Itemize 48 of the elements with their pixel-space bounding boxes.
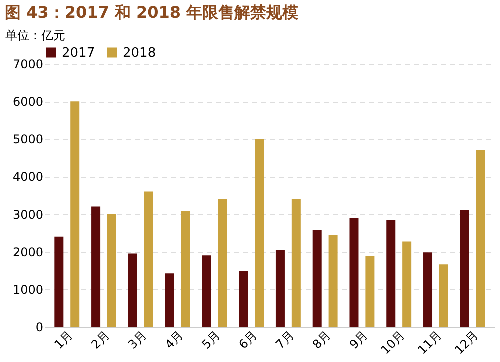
x-tick-label: 1月 <box>52 328 76 352</box>
x-tick-label: 5月 <box>199 328 224 352</box>
bar <box>350 218 359 327</box>
chart-title: 图 43：2017 和 2018 年限售解禁规模 <box>5 3 299 22</box>
bar <box>181 211 190 327</box>
legend-label: 2018 <box>123 46 156 61</box>
x-tick-label: 6月 <box>236 328 260 352</box>
bar <box>439 264 448 327</box>
x-tick-label: 2月 <box>88 328 112 352</box>
x-tick-label: 12月 <box>452 328 482 358</box>
bar <box>70 102 80 327</box>
bar <box>92 206 101 327</box>
bar <box>476 150 486 327</box>
bar <box>312 230 322 327</box>
y-tick-label: 0 <box>36 320 44 334</box>
x-tick-label: 3月 <box>126 328 150 352</box>
y-tick-label: 4000 <box>12 170 44 184</box>
y-tick-label: 5000 <box>12 132 44 147</box>
bar <box>292 199 301 327</box>
bar <box>107 214 116 327</box>
bar <box>202 256 212 327</box>
bar <box>328 235 338 327</box>
y-tick-label: 7000 <box>12 58 44 72</box>
bar <box>218 199 228 327</box>
legend-label: 2017 <box>62 46 96 61</box>
x-tick-label: 10月 <box>378 328 408 358</box>
bar <box>276 250 285 327</box>
y-tick-label: 3000 <box>12 208 44 222</box>
bar <box>239 271 248 327</box>
y-tick-label: 6000 <box>12 95 44 110</box>
bar <box>128 254 138 327</box>
x-tick-label: 7月 <box>273 328 297 352</box>
y-tick-label: 2000 <box>12 245 44 260</box>
x-tick-label: 11月 <box>415 328 444 358</box>
bar <box>54 236 64 327</box>
x-tick-label: 9月 <box>346 328 371 352</box>
bar <box>255 139 264 327</box>
x-tick-label: 4月 <box>162 328 186 352</box>
x-tick-label: 8月 <box>310 328 334 352</box>
bar <box>165 274 174 327</box>
y-tick-label: 1000 <box>12 282 44 297</box>
y-axis-title: 单位：亿元 <box>6 28 66 42</box>
bar <box>402 242 412 327</box>
bar <box>386 220 396 327</box>
bar <box>366 256 375 327</box>
bar <box>460 210 470 327</box>
bar <box>424 252 433 327</box>
bar <box>144 192 154 327</box>
